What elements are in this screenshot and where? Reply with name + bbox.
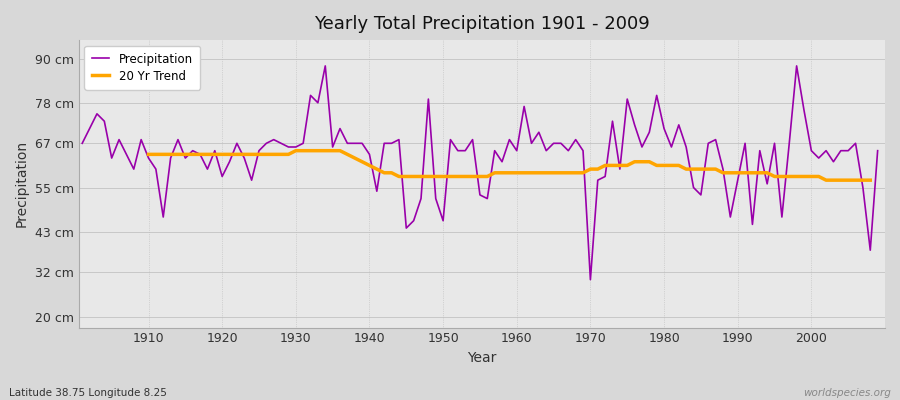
Precipitation [585,277,596,282]
20 Yr Trend [534,170,544,175]
Precipitation [76,141,87,146]
Line: Precipitation: Precipitation [82,66,878,280]
20 Yr Trend [291,148,302,153]
Precipitation [518,104,529,109]
20 Yr Trend [821,178,832,182]
Precipitation [298,141,309,146]
20 Yr Trend [342,152,353,157]
Text: worldspecies.org: worldspecies.org [803,388,891,398]
Title: Yearly Total Precipitation 1901 - 2009: Yearly Total Precipitation 1901 - 2009 [314,15,650,33]
Precipitation [511,148,522,153]
Line: 20 Yr Trend: 20 Yr Trend [148,151,870,180]
20 Yr Trend [511,170,522,175]
Precipitation [349,141,360,146]
20 Yr Trend [143,152,154,157]
Y-axis label: Precipitation: Precipitation [15,140,29,228]
Legend: Precipitation, 20 Yr Trend: Precipitation, 20 Yr Trend [85,46,200,90]
Precipitation [136,137,147,142]
20 Yr Trend [320,148,330,153]
X-axis label: Year: Year [467,351,497,365]
Text: Latitude 38.75 Longitude 8.25: Latitude 38.75 Longitude 8.25 [9,388,166,398]
Precipitation [615,167,626,172]
20 Yr Trend [865,178,876,182]
20 Yr Trend [717,170,728,175]
20 Yr Trend [372,167,382,172]
Precipitation [872,148,883,153]
Precipitation [320,64,330,68]
